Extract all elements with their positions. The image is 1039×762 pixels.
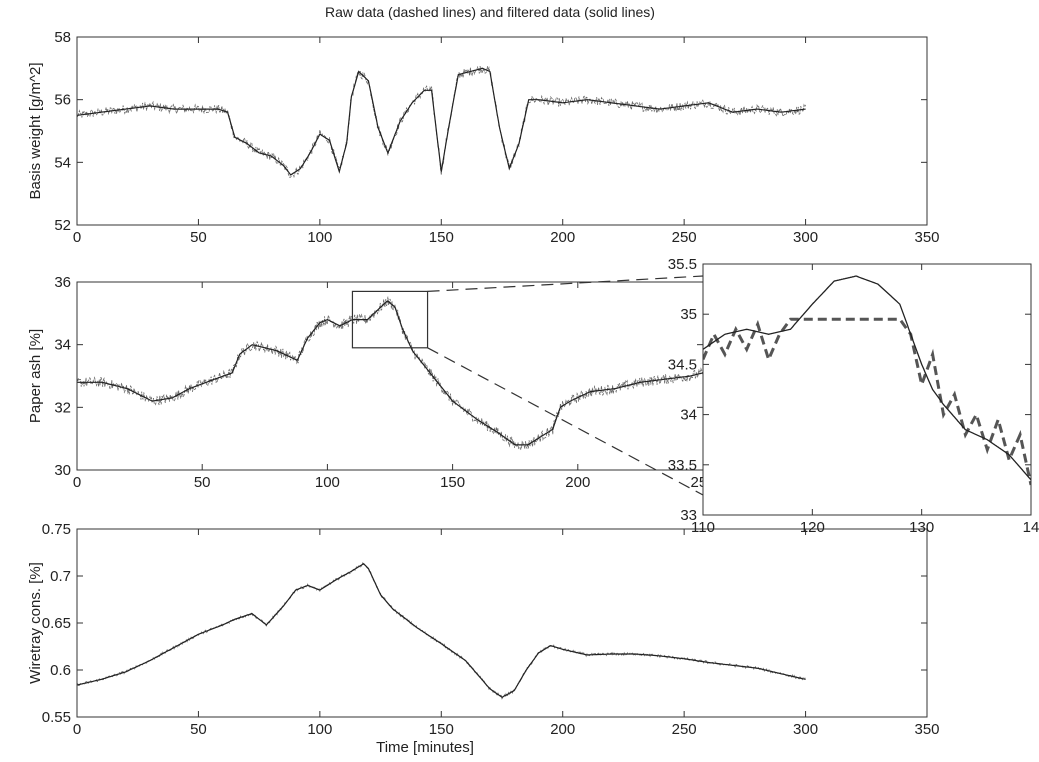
y-tick-label: 56	[54, 92, 71, 109]
y-tick-label: 35	[680, 306, 697, 323]
y-axis-label: Paper ash [%]	[27, 329, 44, 423]
y-tick-label: 0.55	[42, 709, 71, 726]
y-tick-label: 33.5	[668, 457, 697, 474]
zoom-region-box	[351, 290, 429, 349]
y-tick-label: 0.7	[50, 568, 71, 585]
x-tick-label: 100	[307, 721, 332, 738]
raw-data-line	[703, 317, 1031, 486]
plot-area	[77, 37, 927, 225]
raw-data-line	[77, 562, 806, 700]
y-tick-label: 33	[680, 507, 697, 524]
filtered-data-line	[77, 563, 806, 699]
x-tick-label: 14	[1023, 519, 1039, 536]
zoom-inset-panel: 110 120 130 14 33 33.5 34 34.5 35 35.5	[668, 256, 1039, 536]
y-tick-label: 36	[54, 274, 71, 291]
axes-frame	[702, 263, 1032, 516]
x-tick-label: 150	[440, 474, 465, 491]
y-tick-label: 0.6	[50, 662, 71, 679]
connector-line-top	[427, 275, 704, 292]
y-tick-label: 34	[54, 337, 71, 354]
x-tick-label: 350	[914, 229, 939, 246]
y-tick-label: 58	[54, 29, 71, 46]
y-tick-label: 54	[54, 154, 71, 171]
y-tick-label: 32	[54, 399, 71, 416]
filtered-data-line	[77, 67, 806, 176]
filtered-data-line	[77, 300, 703, 446]
x-tick-label: 250	[672, 229, 697, 246]
x-tick-label: 120	[800, 519, 825, 536]
filtered-data-line	[703, 275, 1031, 481]
x-tick-label: 100	[315, 474, 340, 491]
x-tick-label: 0	[73, 721, 81, 738]
plot-area	[77, 529, 927, 717]
plot-area	[77, 282, 703, 470]
x-tick-label: 130	[909, 519, 934, 536]
series-group	[77, 65, 806, 179]
connector-line-bottom	[427, 347, 704, 496]
series-group	[703, 275, 1031, 486]
x-tick-label: 200	[550, 229, 575, 246]
figure-title: Raw data (dashed lines) and filtered dat…	[325, 4, 655, 20]
y-tick-label: 0.75	[42, 521, 71, 538]
x-tick-label: 150	[429, 229, 454, 246]
raw-data-line	[77, 65, 806, 179]
x-tick-label: 100	[307, 229, 332, 246]
y-tick-label: 0.65	[42, 615, 71, 632]
plot-area	[703, 264, 1031, 515]
x-tick-label: 110	[691, 519, 715, 536]
x-tick-label: 0	[73, 229, 81, 246]
x-tick-label: 50	[190, 721, 207, 738]
series-group	[77, 562, 806, 700]
x-tick-label: 150	[429, 721, 454, 738]
y-tick-label: 35.5	[668, 256, 697, 273]
x-axis-label: Time [minutes]	[376, 739, 474, 756]
y-axis-label: Wiretray cons. [%]	[27, 562, 44, 684]
paper-ash-panel: 05010015020025030323436Paper ash [%]	[27, 274, 716, 491]
x-tick-label: 50	[194, 474, 211, 491]
y-axis-label: Basis weight [g/m^2]	[27, 62, 44, 199]
x-tick-label: 300	[793, 229, 818, 246]
y-tick-label: 30	[54, 462, 71, 479]
y-tick-label: 52	[54, 217, 71, 234]
wiretray-panel: 0 50 100 150 200 250 300 350 0.55 0.6 0.65 0.7 0.75 W…	[27, 521, 940, 756]
axes-frame	[76, 36, 928, 226]
x-tick-label: 250	[672, 721, 697, 738]
x-tick-label: 50	[190, 229, 207, 246]
series-group	[77, 296, 703, 451]
basis-weight-panel: 0 50 100 150 200 250 300 350 52 54 56 58 Basis weigh…	[27, 29, 940, 246]
axes-frame	[76, 528, 928, 718]
y-tick-label: 34.5	[668, 356, 697, 373]
x-tick-label: 0	[73, 474, 81, 491]
x-tick-label: 350	[914, 721, 939, 738]
x-tick-label: 200	[565, 474, 590, 491]
y-tick-label: 34	[680, 407, 697, 424]
x-tick-label: 300	[793, 721, 818, 738]
x-tick-label: 200	[550, 721, 575, 738]
zoom-connector-lines	[427, 275, 704, 496]
